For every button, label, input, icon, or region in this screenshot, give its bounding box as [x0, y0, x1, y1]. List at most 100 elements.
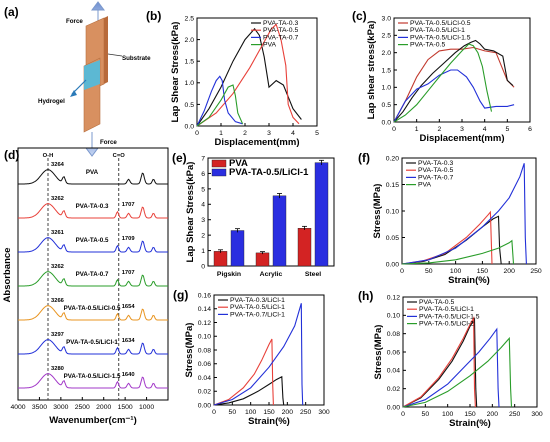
y-tick-label: 0.16 [198, 292, 211, 299]
panel-label: (b) [146, 9, 161, 23]
y-tick-label: 3 [201, 217, 205, 224]
x-axis-label: Strain(%) [449, 418, 491, 429]
x-tick-label: 5 [315, 130, 319, 137]
legend-entry: PVA-TA-0.5/LiCl-1 [419, 306, 474, 313]
x-tick-label: 2000 [96, 404, 111, 411]
x-tick-label: 6 [528, 126, 532, 133]
substrate-pointer [107, 53, 123, 57]
legend-entry: PVA-TA-0.5 [263, 27, 298, 34]
legend-swatch [211, 159, 227, 168]
x-tick-label: 50 [422, 411, 430, 418]
ftir-spectrum-PVA-TA-0.5/LiCl-1 [18, 339, 168, 355]
x-tick-label: 250 [300, 409, 312, 416]
legend-entry: PVA-TA-0.5/LiCl-1.5 [419, 313, 480, 320]
y-axis-label: Lap shear stress(kPa) [366, 21, 377, 120]
peak-label: 1654 [122, 304, 136, 310]
legend-entry: PVA-TA-0.3/LiCl-1 [230, 297, 285, 304]
bar-PVA-Steel [297, 227, 312, 267]
x-tick-label: 250 [530, 268, 542, 275]
series-line-PVA-TA-0.3 [196, 27, 302, 127]
series-line-PVA-TA-0.5/LiCl-1 [402, 316, 476, 408]
legend-entry: PVA-TA-0.5 [418, 167, 453, 174]
legend-entry: PVA-TA-0.5 [419, 299, 454, 306]
peak-label: 1707 [122, 202, 135, 208]
ftir-spectrum-PVA-TA-0.5 [18, 237, 168, 253]
series-line-PVA-TA-0.3/LiCl-1 [213, 375, 285, 406]
peak-label: 1707 [122, 270, 135, 276]
spectrum-name: PVA-TA-0.3 [76, 203, 109, 210]
x-tick-label: 150 [263, 409, 275, 416]
peak-label: 3262 [51, 196, 64, 202]
panel-label: (d) [4, 148, 19, 162]
spectrum-name: PVA [86, 169, 99, 176]
hydrogel-label: Hydrogel [38, 98, 65, 105]
y-tick-label: 2.0 [382, 50, 392, 57]
force-bottom-arrow-icon [85, 132, 99, 157]
y-tick-label: 2.5 [185, 15, 195, 22]
legend-entry: PVA-TA-0.7 [263, 34, 298, 41]
hydrogel-layer [84, 60, 100, 90]
peak-label: 1640 [122, 372, 135, 378]
series-line-PVA-TA-0.5/LiCl-1.5 [393, 69, 515, 123]
y-tick-label: 0.14 [198, 306, 211, 313]
y-tick-label: 0.00 [387, 404, 400, 411]
y-axis-label: Absorbance [2, 248, 13, 303]
y-tick-label: 3.0 [382, 15, 392, 22]
y-tick-label: 0.15 [386, 182, 399, 189]
series-line-PVA-TA-0.5/LiCl-2 [402, 336, 513, 408]
peak-label: 3280 [51, 366, 64, 372]
series-line-PVA-TA-0.7 [401, 163, 527, 265]
x-tick-label: 4 [291, 130, 295, 137]
chart-panel-c: (c) 0 1 2 3 4 5 6 0.0 0.5 1.0 1.5 2.0 2.5 3.0 Displacem… [352, 9, 532, 144]
bar-PVA-TA-0.5/LiCl-1-Steel [314, 162, 329, 267]
series-line-PVA-TA-0.5/LiCl-0.5 [393, 46, 515, 123]
series-line-PVA [401, 239, 515, 265]
plot-frame [17, 147, 169, 401]
plot-frame [207, 157, 335, 267]
legend-entry: PVA-TA-0.5/LiCl-0.5 [410, 20, 471, 27]
y-tick-label: 0.12 [198, 320, 211, 327]
y-tick-label: 0.10 [387, 313, 400, 320]
y-tick-label: 1.5 [185, 59, 195, 66]
x-tick-label: 300 [318, 409, 330, 416]
spectrum-name: PVA-TA-0.5/LiCl-1.5 [64, 373, 121, 380]
x-tick-label: 0 [212, 409, 216, 416]
panel-label: (e) [172, 151, 187, 165]
y-tick-label: 0.08 [198, 347, 211, 354]
x-tick-label: 2 [437, 126, 441, 133]
plot-frame [196, 17, 318, 127]
y-tick-label: 0.06 [387, 349, 400, 356]
y-tick-label: 0.10 [198, 334, 211, 341]
y-tick-label: 0.05 [386, 235, 399, 242]
y-tick-label: 1 [201, 248, 205, 255]
peak-label: 3297 [51, 332, 64, 338]
y-tick-label: 1.0 [185, 80, 195, 87]
y-tick-label: 0.04 [198, 375, 211, 382]
substrate-label: Substrate [122, 55, 151, 62]
panel-label: (h) [358, 289, 373, 303]
substrate-plate-top-edge [104, 16, 108, 84]
ftir-spectrum-PVA-TA-0.5/LiCl-0.5 [18, 305, 168, 321]
x-tick-label: 150 [464, 411, 476, 418]
x-tick-label: 100 [442, 411, 454, 418]
legend-entry: PVA [418, 182, 432, 189]
force-top-label: Force [66, 18, 83, 25]
x-tick-label: 100 [450, 268, 462, 275]
legend-entry: PVA-TA-0.5/LiCl-1 [410, 27, 465, 34]
x-tick-label: 200 [504, 268, 516, 275]
spectrum-name: PVA-TA-0.7 [76, 271, 109, 278]
legend-entry: PVA [263, 42, 277, 49]
chart-panel-h: (h) 0 50 100 150 200 250 300 0.00 0.02 0.04 0.06 0.0… [358, 289, 543, 429]
x-tick-label: 1000 [139, 404, 154, 411]
series-line-PVA-TA-0.7/LiCl-1 [213, 303, 304, 406]
legend-entry: PVA-TA-0.3 [263, 20, 298, 27]
x-axis-label: Strain(%) [248, 416, 290, 427]
bar-PVA-TA-0.5/LiCl-1-Acrylic [272, 195, 287, 267]
spectrum-name: PVA-TA-0.5 [76, 237, 109, 244]
category-label: Acrylic [260, 271, 283, 278]
category-label: Pigskin [217, 271, 241, 278]
chart-panel-e: (e) 0 1 2 3 4 5 6 7 Lap Shear Stress(kPa) Pigskin A… [172, 151, 335, 278]
y-tick-label: 0 [201, 263, 205, 270]
force-bottom-label: Force [100, 139, 117, 146]
series-line-PVA-TA-0.5 [401, 210, 493, 265]
